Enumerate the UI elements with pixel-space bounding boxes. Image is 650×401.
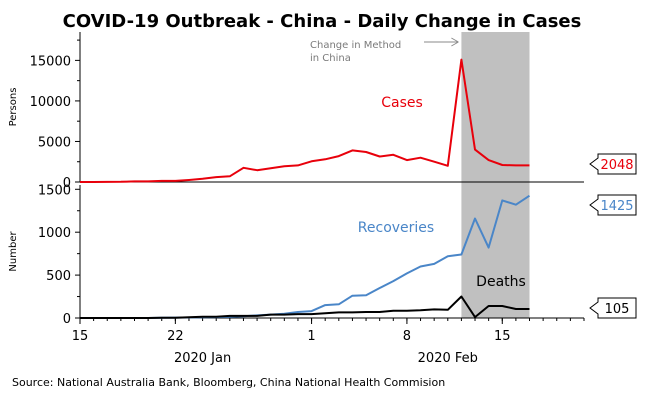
shaded-region (461, 32, 530, 318)
x-tick-label: 15 (72, 329, 89, 344)
y-tick-label: 500 (46, 269, 71, 284)
annotation-text: Change in Method (310, 40, 401, 51)
value-callout-box (589, 297, 637, 319)
y-tick-label: 15000 (30, 54, 71, 69)
series-line-deaths (80, 295, 530, 319)
annotation-arrowhead (451, 37, 459, 47)
series-name-recoveries: Recoveries (358, 220, 434, 236)
series-name-deaths: Deaths (476, 274, 526, 290)
y-tick-label: 10000 (30, 95, 71, 110)
y-axis-label: Persons (8, 88, 19, 127)
source-note: Source: National Australia Bank, Bloombe… (12, 376, 445, 389)
y-axis-label: Number (8, 231, 19, 272)
y-tick-label: 1500 (38, 183, 71, 198)
x-tick-label: 8 (403, 329, 411, 344)
y-tick-label: 5000 (38, 135, 71, 150)
x-tick-label: 1 (307, 329, 315, 344)
y-tick-label: 1000 (38, 226, 71, 241)
value-callout-label: 2048 (600, 158, 633, 173)
y-tick-label: 0 (63, 176, 71, 191)
x-month-label: 2020 Feb (418, 351, 478, 366)
series-layer (80, 58, 531, 319)
value-callout-label: 105 (605, 302, 630, 317)
series-line-cases (80, 58, 530, 183)
series-name-cases: Cases (381, 95, 423, 111)
x-tick-label: 22 (167, 329, 184, 344)
x-month-label: 2020 Jan (174, 351, 231, 366)
annotation-text: in China (310, 53, 351, 64)
value-callout-label: 1425 (600, 199, 633, 214)
value-callout-box (589, 194, 637, 216)
value-callout-box (589, 153, 637, 175)
chart-title: COVID-19 Outbreak - China - Daily Change… (63, 11, 582, 32)
x-tick-label: 15 (494, 329, 511, 344)
shaded-region-layer (461, 32, 530, 318)
y-tick-label: 0 (63, 312, 71, 327)
